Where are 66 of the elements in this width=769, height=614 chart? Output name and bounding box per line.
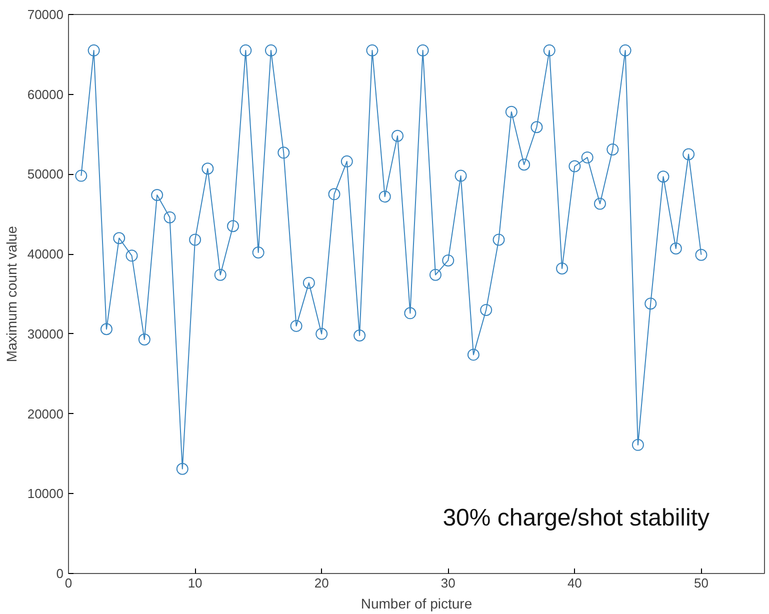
point <box>240 44 252 56</box>
point <box>657 170 670 183</box>
point <box>75 170 88 182</box>
x-tick-label: 20 <box>314 576 329 590</box>
point <box>568 160 581 172</box>
point <box>644 298 657 310</box>
y-tick-label: 0 <box>56 566 64 581</box>
y-tick-label: 30000 <box>27 326 64 342</box>
point <box>467 348 480 361</box>
point <box>138 334 150 346</box>
point <box>530 121 543 134</box>
point <box>151 188 164 201</box>
point <box>416 44 429 56</box>
point <box>632 438 644 451</box>
x-tick-label: 50 <box>694 576 708 590</box>
point <box>556 262 568 274</box>
point <box>328 188 340 200</box>
y-tick-label: 70000 <box>27 7 64 22</box>
annotation: 30% charge/shot stability <box>442 504 710 532</box>
point <box>682 148 695 160</box>
point <box>695 248 708 261</box>
point <box>392 130 404 142</box>
x-tick-label: 30 <box>440 576 456 590</box>
point <box>404 307 416 320</box>
point <box>581 151 594 164</box>
point <box>442 254 454 266</box>
point <box>316 328 328 340</box>
point <box>366 44 378 56</box>
point <box>290 320 302 332</box>
point <box>164 211 176 224</box>
point <box>264 44 277 56</box>
point <box>518 158 530 171</box>
point <box>594 198 606 210</box>
point <box>278 146 290 159</box>
point <box>252 246 264 258</box>
point <box>619 44 632 56</box>
point <box>88 44 100 56</box>
point <box>480 304 492 316</box>
point <box>176 462 188 475</box>
point <box>543 44 556 56</box>
x-axis-title: Number of picture <box>360 596 472 612</box>
y-tick-label: 10000 <box>27 486 64 502</box>
point <box>189 234 202 246</box>
point <box>354 330 366 342</box>
point <box>454 170 467 182</box>
x-tick-label: 10 <box>188 576 202 590</box>
x-tick-label: 40 <box>567 576 582 590</box>
y-tick-label: 40000 <box>27 246 64 262</box>
point <box>202 162 214 175</box>
point <box>126 250 138 262</box>
point <box>113 232 126 244</box>
point <box>340 155 353 168</box>
y-tick-label: 60000 <box>27 86 64 102</box>
point <box>100 323 112 336</box>
point <box>429 268 442 281</box>
y-axis-title: Maximum count value <box>3 226 20 362</box>
point <box>606 143 619 156</box>
point <box>378 190 391 203</box>
point <box>505 106 518 118</box>
point <box>302 276 315 289</box>
point <box>492 234 505 246</box>
y-tick-label: 20000 <box>27 406 64 422</box>
point <box>670 242 682 254</box>
point <box>214 268 226 281</box>
point <box>227 220 240 232</box>
y-tick-label: 50000 <box>27 166 64 182</box>
